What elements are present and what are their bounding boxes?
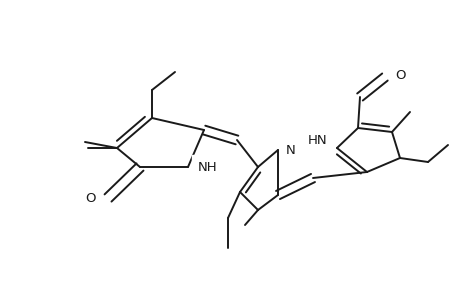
Text: O: O	[394, 68, 405, 82]
Text: NH: NH	[197, 160, 217, 173]
Text: O: O	[85, 191, 96, 205]
Text: HN: HN	[307, 134, 326, 146]
Text: N: N	[285, 143, 295, 157]
